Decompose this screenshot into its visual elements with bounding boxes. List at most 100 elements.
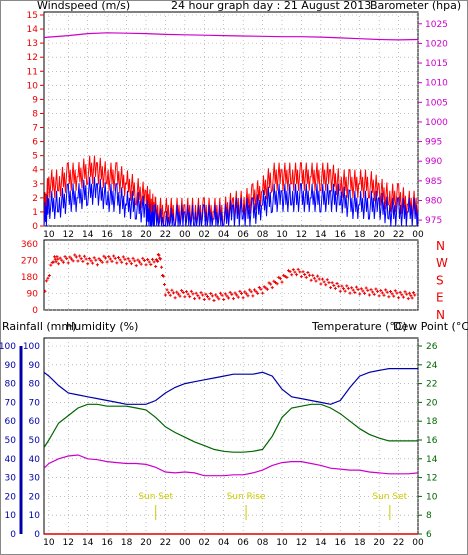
temp-axis-label: 22	[426, 380, 437, 390]
direction-point	[115, 261, 119, 265]
time-tick-label: 16	[101, 538, 113, 548]
direction-point	[125, 262, 129, 266]
direction-point	[152, 260, 156, 264]
direction-point	[309, 278, 313, 282]
direction-point	[183, 295, 187, 299]
direction-point	[387, 295, 391, 299]
windspeed-label: Windspeed (m/s)	[37, 0, 130, 12]
barometer-line	[43, 32, 419, 41]
humidity-axis-label: 20	[29, 492, 41, 502]
time-tick-label: 10	[276, 230, 288, 240]
direction-point	[58, 256, 62, 260]
direction-point	[99, 259, 103, 262]
wind-axis-label: 1	[32, 208, 38, 218]
humidity-axis-label: 70	[29, 398, 41, 408]
baro-axis-label: 975	[425, 216, 442, 226]
direction-point	[144, 263, 148, 267]
direction-point	[371, 290, 375, 294]
direction-point	[329, 286, 333, 290]
direction-point	[249, 290, 253, 294]
baro-axis-label: 995	[425, 138, 442, 148]
direction-point	[257, 285, 261, 289]
direction-point	[178, 294, 182, 298]
direction-point	[379, 289, 383, 293]
humidity-axis-label: 10	[29, 511, 41, 521]
direction-point	[333, 286, 337, 290]
baro-axis-label: 1000	[425, 118, 448, 128]
time-tick-label: 12	[296, 230, 307, 240]
direction-point	[244, 292, 248, 296]
wind-axis-label: 5	[32, 152, 38, 162]
direction-point	[68, 255, 72, 259]
direction-point	[367, 293, 371, 297]
wind-axis-label: 4	[32, 166, 38, 176]
direction-point	[262, 285, 266, 289]
direction-point	[173, 296, 177, 300]
direction-point	[47, 274, 51, 278]
time-tick-label: 02	[199, 230, 210, 240]
direction-point	[112, 254, 116, 258]
direction-point	[248, 288, 252, 292]
humidity-axis-label: 100	[23, 342, 40, 352]
direction-point	[330, 281, 334, 285]
direction-point	[214, 293, 218, 297]
direction-point	[175, 290, 179, 294]
direction-point	[156, 259, 160, 263]
direction-point	[56, 257, 60, 261]
direction-point	[71, 259, 75, 263]
direction-point	[57, 262, 61, 266]
direction-point	[280, 280, 284, 284]
direction-point	[63, 255, 67, 259]
direction-point	[225, 294, 229, 298]
direction-point	[104, 256, 108, 260]
temp-humidity-plot-frame	[43, 337, 419, 535]
direction-point	[139, 262, 143, 266]
compass-label: N	[436, 308, 445, 322]
direction-point	[66, 261, 70, 265]
humidity-axis-label: 40	[29, 455, 41, 465]
wind-axis-label: 14	[27, 25, 39, 35]
rain-axis-label: 10	[5, 511, 17, 521]
time-tick-label: 10	[43, 538, 55, 548]
wind-axis-label: 9	[32, 95, 38, 105]
direction-point	[317, 277, 321, 281]
direction-point	[149, 263, 153, 267]
time-tick-label: 20	[373, 538, 385, 548]
direction-point	[398, 290, 402, 294]
compass-label: N	[436, 239, 445, 253]
direction-point	[392, 294, 396, 298]
direction-point	[388, 289, 392, 293]
direction-point	[303, 273, 307, 277]
direction-axis-label: 270	[21, 257, 38, 267]
direction-point	[196, 294, 200, 298]
direction-point	[181, 291, 185, 295]
direction-point	[46, 276, 50, 280]
direction-point	[95, 263, 99, 267]
direction-point	[409, 294, 413, 298]
time-tick-label: 18	[121, 230, 133, 240]
direction-point	[157, 253, 161, 257]
direction-point	[325, 278, 329, 282]
direction-point	[167, 291, 171, 295]
direction-point	[217, 297, 221, 301]
direction-point	[403, 290, 407, 294]
direction-point	[311, 273, 315, 277]
direction-point	[372, 292, 376, 296]
direction-point	[346, 286, 350, 290]
rain-axis-label: 90	[5, 361, 17, 371]
direction-point	[353, 290, 357, 294]
direction-point	[228, 290, 232, 294]
direction-point	[123, 257, 127, 261]
direction-point	[306, 270, 310, 274]
direction-point	[277, 275, 281, 279]
direction-point	[100, 260, 104, 264]
wind-baro-plot-frame	[43, 11, 419, 227]
time-tick-label: 06	[237, 230, 249, 240]
direction-point	[369, 288, 373, 292]
direction-point	[79, 257, 83, 261]
time-tick-label: 14	[82, 230, 94, 240]
time-tick-label: 20	[140, 230, 152, 240]
direction-point	[227, 296, 231, 300]
